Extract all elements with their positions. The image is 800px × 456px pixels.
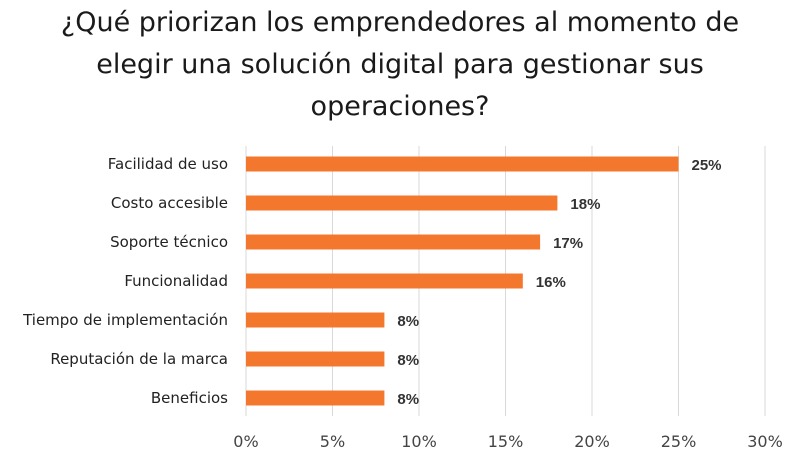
x-tick-label: 25% [661,432,697,451]
category-label: Costo accesible [111,194,228,212]
value-label: 16% [536,274,566,291]
bar [246,351,385,367]
category-label: Soporte técnico [110,233,228,251]
category-label: Funcionalidad [124,272,228,290]
x-tick-label: 0% [233,432,258,451]
x-tick-label: 5% [320,432,345,451]
x-tick-label: 10% [401,432,437,451]
category-label: Reputación de la marca [50,350,228,368]
chart-title-container: ¿Qué priorizan los emprendedores al mome… [0,0,800,128]
x-tick-label: 20% [574,432,610,451]
x-tick-label: 15% [488,432,524,451]
value-label: 8% [397,313,419,330]
chart-title: ¿Qué priorizan los emprendedores al mome… [60,7,740,122]
value-label: 17% [553,235,583,252]
value-label: 8% [397,391,419,408]
bar [246,195,558,211]
bar [246,312,385,328]
category-label: Tiempo de implementación [22,311,228,329]
bars [246,156,679,406]
value-label: 25% [692,157,722,174]
value-label: 18% [570,196,600,213]
x-tick-label: 30% [747,432,783,451]
category-label: Beneficios [151,389,228,407]
bar [246,234,541,250]
category-label: Facilidad de uso [108,155,228,173]
labels: 0% 5% 10% 15% 20% 25% 30% Facilidad de uso 25% Co… [22,155,783,451]
value-label: 8% [397,352,419,369]
bar [246,390,385,406]
bar [246,273,523,289]
bar [246,156,679,172]
